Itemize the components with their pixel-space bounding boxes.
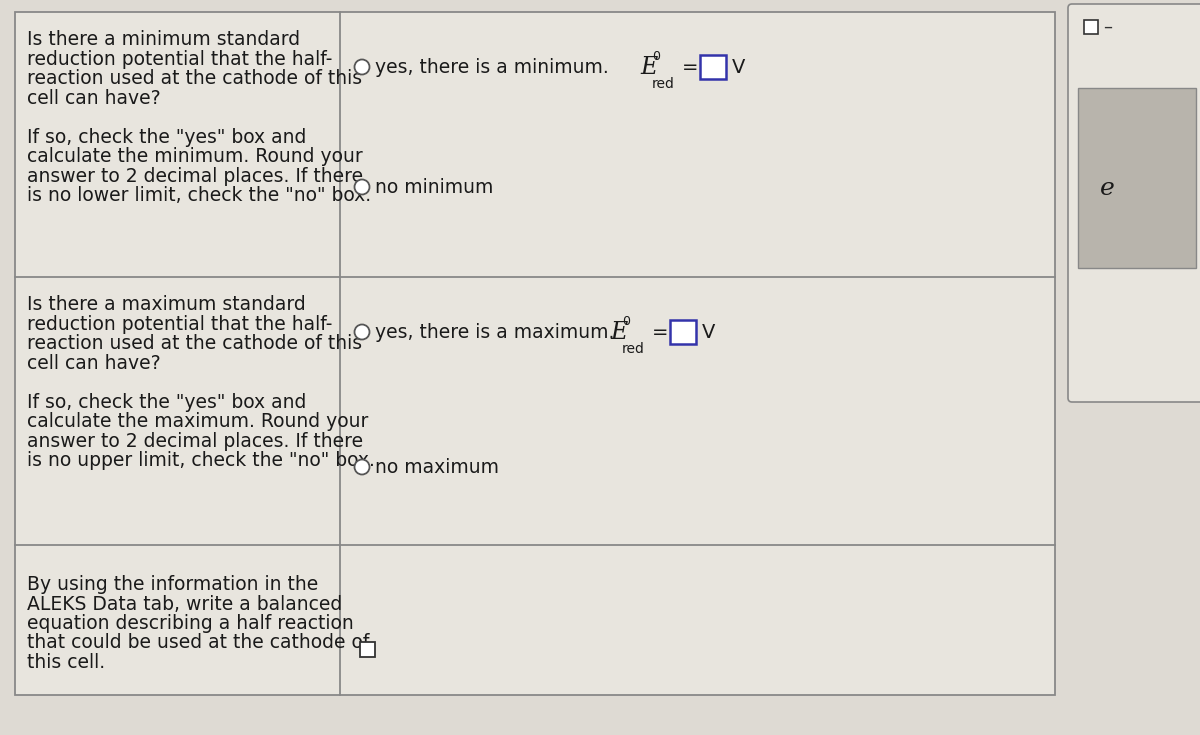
Text: yes, there is a maximum.: yes, there is a maximum.	[374, 323, 614, 342]
Text: 0: 0	[652, 49, 660, 62]
Text: Is there a minimum standard: Is there a minimum standard	[28, 30, 300, 49]
Text: is no lower limit, check the "no" box.: is no lower limit, check the "no" box.	[28, 186, 371, 205]
Bar	[14, 12, 1055, 695]
Text: answer to 2 decimal places. If there: answer to 2 decimal places. If there	[28, 431, 364, 451]
Text: E: E	[610, 320, 628, 343]
Text: ALEKS Data tab, write a balanced: ALEKS Data tab, write a balanced	[28, 595, 342, 614]
Text: equation describing a half reaction: equation describing a half reaction	[28, 614, 354, 633]
Text: –: –	[1103, 18, 1112, 36]
FancyBboxPatch shape	[1068, 4, 1200, 402]
Text: cell can have?: cell can have?	[28, 354, 161, 373]
Circle shape	[354, 459, 370, 475]
Text: reduction potential that the half-: reduction potential that the half-	[28, 49, 332, 68]
Text: reaction used at the cathode of this: reaction used at the cathode of this	[28, 334, 362, 353]
Circle shape	[354, 324, 370, 340]
Bar	[670, 320, 696, 344]
Bar	[1078, 88, 1196, 268]
Text: this cell.: this cell.	[28, 653, 106, 672]
Text: e: e	[1100, 176, 1115, 199]
Bar	[1084, 20, 1098, 34]
Text: E: E	[640, 56, 658, 79]
Text: =: =	[652, 323, 668, 342]
Text: reduction potential that the half-: reduction potential that the half-	[28, 315, 332, 334]
Bar	[360, 642, 374, 657]
Text: calculate the minimum. Round your: calculate the minimum. Round your	[28, 147, 362, 166]
Text: By using the information in the: By using the information in the	[28, 575, 318, 594]
Text: yes, there is a minimum.: yes, there is a minimum.	[374, 57, 608, 76]
Text: red: red	[622, 342, 644, 356]
Text: reaction used at the cathode of this: reaction used at the cathode of this	[28, 69, 362, 88]
Circle shape	[354, 60, 370, 74]
Text: If so, check the "yes" box and: If so, check the "yes" box and	[28, 127, 306, 146]
Text: no maximum: no maximum	[374, 457, 499, 476]
Text: =: =	[682, 57, 698, 76]
Text: no minimum: no minimum	[374, 177, 493, 196]
Circle shape	[354, 179, 370, 195]
Text: V: V	[702, 323, 715, 342]
Text: answer to 2 decimal places. If there: answer to 2 decimal places. If there	[28, 167, 364, 185]
Text: red: red	[652, 77, 674, 91]
Bar	[700, 55, 726, 79]
Text: 0: 0	[622, 315, 630, 328]
Text: If so, check the "yes" box and: If so, check the "yes" box and	[28, 392, 306, 412]
Text: that could be used at the cathode of: that could be used at the cathode of	[28, 634, 370, 653]
Text: Is there a maximum standard: Is there a maximum standard	[28, 295, 306, 314]
Text: calculate the maximum. Round your: calculate the maximum. Round your	[28, 412, 368, 431]
Text: cell can have?: cell can have?	[28, 88, 161, 107]
Text: is no upper limit, check the "no" box.: is no upper limit, check the "no" box.	[28, 451, 374, 470]
Text: V: V	[732, 57, 745, 76]
